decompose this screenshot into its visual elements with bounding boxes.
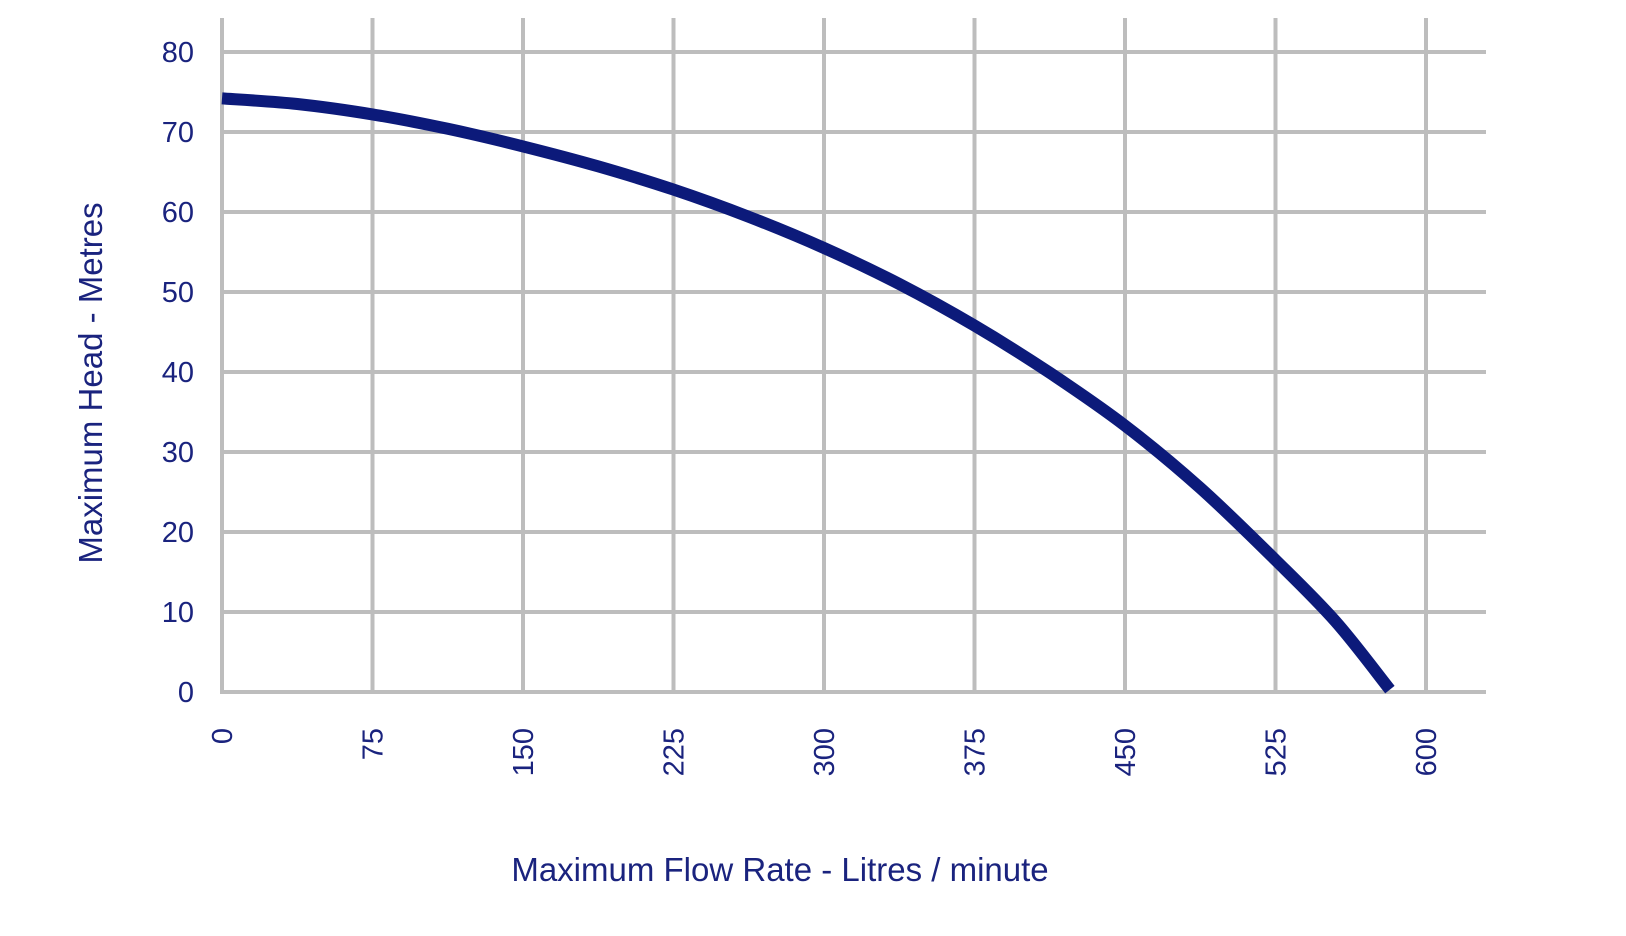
y-tick-label: 60 <box>162 197 194 229</box>
y-axis-label: Maximum Head - Metres <box>72 202 109 563</box>
series-layer <box>221 92 1395 694</box>
x-axis-label: Maximum Flow Rate - Litres / minute <box>511 851 1048 888</box>
x-tick-label: 0 <box>207 728 239 744</box>
y-tick-label: 20 <box>162 517 194 549</box>
y-tick-label: 10 <box>162 597 194 629</box>
y-tick-label: 50 <box>162 277 194 309</box>
y-tick-label: 70 <box>162 117 194 149</box>
y-tick-label: 0 <box>178 677 194 709</box>
y-axis-ticks: 0 10 20 30 40 50 60 70 80 <box>162 37 194 709</box>
x-axis-ticks: 0 75 150 225 300 375 450 525 600 <box>207 728 1443 776</box>
x-tick-label: 600 <box>1411 728 1443 776</box>
x-tick-label: 450 <box>1110 728 1142 776</box>
series-line <box>221 92 1395 694</box>
x-tick-label: 75 <box>358 728 390 760</box>
x-tick-label: 225 <box>659 728 691 776</box>
y-tick-label: 40 <box>162 357 194 389</box>
grid <box>220 18 1486 694</box>
x-tick-label: 525 <box>1261 728 1293 776</box>
x-tick-label: 300 <box>809 728 841 776</box>
x-tick-label: 150 <box>508 728 540 776</box>
x-tick-label: 375 <box>960 728 992 776</box>
y-tick-label: 80 <box>162 37 194 69</box>
y-tick-label: 30 <box>162 437 194 469</box>
